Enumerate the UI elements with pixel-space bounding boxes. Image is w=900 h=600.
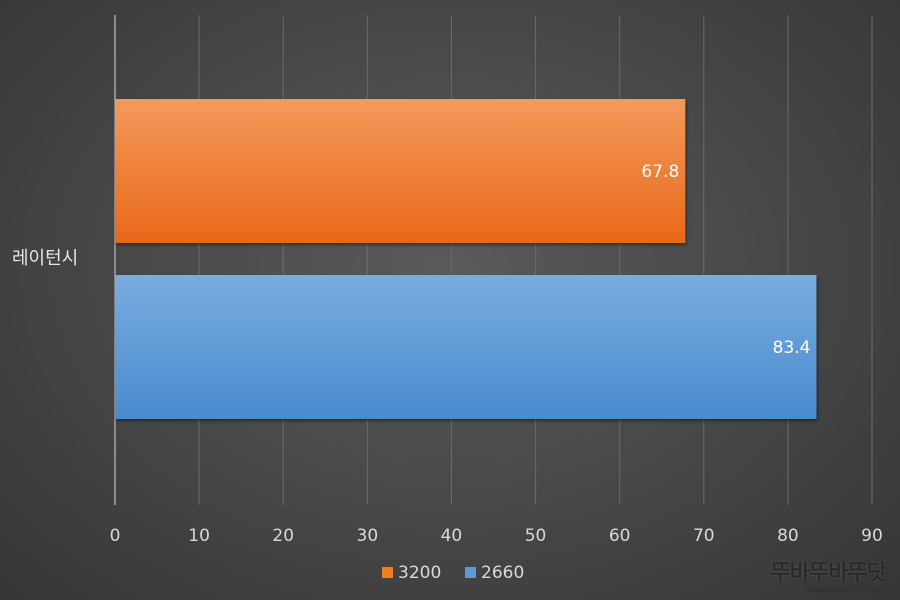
- x-tick-label: 30: [357, 526, 379, 546]
- bar-3200: [115, 99, 686, 243]
- category-labels: 레이턴시: [12, 248, 78, 269]
- gridlines: [198, 15, 873, 505]
- legend-swatch-3200: [382, 567, 393, 578]
- data-label-3200: 67.8: [641, 162, 679, 182]
- watermark-logo: 뚜바뚜바뚜닷: [770, 561, 887, 586]
- x-tick-label: 80: [777, 526, 799, 546]
- data-labels: 67.8 83.4: [641, 162, 810, 358]
- bars: [115, 99, 817, 419]
- x-tick-label: 10: [188, 526, 210, 546]
- legend: 3200 2660: [382, 563, 524, 583]
- watermark-url: www.jdsam209.com: [805, 585, 887, 594]
- x-tick-label: 70: [693, 526, 715, 546]
- data-label-2660: 83.4: [773, 338, 811, 358]
- x-tick-label: 60: [609, 526, 631, 546]
- x-tick-label: 90: [861, 526, 883, 546]
- x-tick-label: 50: [525, 526, 547, 546]
- x-tick-label: 40: [441, 526, 463, 546]
- bar-2660: [115, 275, 817, 419]
- legend-swatch-2660: [465, 567, 476, 578]
- x-tick-label: 20: [272, 526, 294, 546]
- category-label: 레이턴시: [12, 248, 78, 269]
- watermark: 뚜바뚜바뚜닷 www.jdsam209.com: [770, 561, 887, 595]
- legend-label-2660: 2660: [481, 563, 524, 583]
- legend-label-3200: 3200: [398, 563, 441, 583]
- x-axis-tick-labels: 0 10 20 30 40 50 60 70 80 90: [110, 526, 883, 546]
- x-tick-label: 0: [110, 526, 121, 546]
